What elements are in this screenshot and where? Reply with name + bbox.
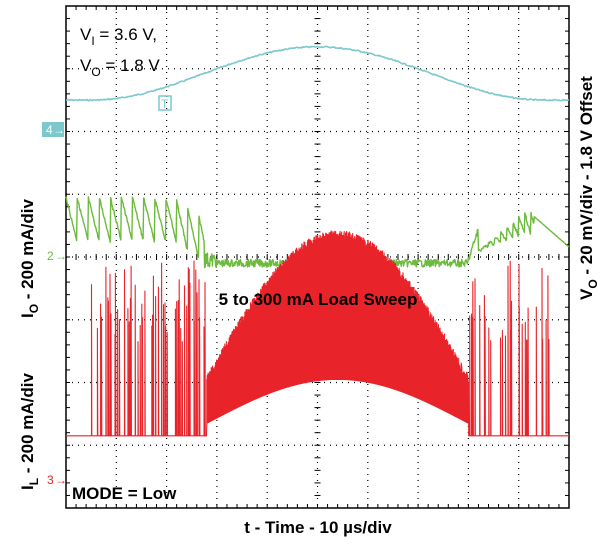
svg-text:4: 4	[46, 123, 53, 137]
grid	[65, 5, 570, 509]
svg-text:2: 2	[47, 249, 54, 263]
channel-3-marker: 3 →	[47, 473, 67, 487]
svg-text:→: →	[55, 249, 67, 263]
vo-annotation: VO = 1.8 V	[80, 56, 160, 79]
svg-text:→: →	[53, 123, 65, 137]
vi-annotation: VI = 3.6 V,	[80, 25, 157, 48]
svg-text:3: 3	[47, 473, 54, 487]
mode-annotation: MODE = Low	[72, 484, 177, 503]
svg-text:T: T	[161, 97, 169, 111]
left-axis-label-il: IL - 200 mA/div	[18, 373, 41, 490]
svg-text:→: →	[55, 473, 67, 487]
left-axis-label-io: IO - 200 mA/div	[18, 199, 41, 318]
il-trace	[65, 230, 570, 437]
chart-title: 5 to 300 mA Load Sweep	[219, 290, 418, 309]
channel-4-marker: 4 →	[42, 122, 65, 137]
trigger-marker: T	[158, 95, 172, 111]
right-axis-label: VO - 20 mV/div - 1.8 V Offset	[577, 76, 600, 300]
channel-2-marker: 2 →	[47, 249, 67, 263]
x-axis-label: t - Time - 10 µs/div	[244, 518, 392, 537]
traces	[65, 45, 570, 437]
vo-trace	[65, 45, 570, 102]
